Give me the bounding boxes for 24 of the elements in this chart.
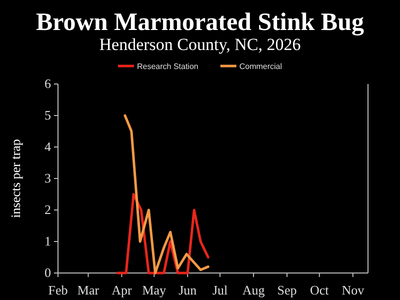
x-tick-label: Aug (242, 282, 266, 298)
y-tick-label: 0 (44, 265, 51, 280)
legend-label: Commercial (239, 62, 282, 71)
x-tick-label: Apr (112, 282, 133, 298)
y-axis-title: insects per trap (8, 139, 23, 218)
y-tick-label: 4 (44, 139, 52, 154)
x-tick-label: Jun (178, 282, 198, 298)
x-tick-label: Oct (310, 282, 330, 298)
y-tick-label: 2 (44, 202, 51, 218)
chart-subtitle: Henderson County, NC, 2026 (99, 35, 301, 54)
line-series (124, 114, 210, 274)
x-tick-label: Jul (212, 282, 228, 298)
x-tick-label: May (142, 282, 167, 298)
chart-title: Brown Marmorated Stink Bug (36, 9, 365, 36)
x-tick-label: Sep (277, 282, 297, 298)
line-series (116, 193, 210, 274)
y-tick-label: 3 (44, 170, 51, 186)
y-tick-label: 5 (44, 108, 51, 123)
x-tick-label: Feb (48, 282, 68, 298)
y-tick-label: 1 (44, 234, 51, 249)
legend-label: Research Station (136, 62, 198, 71)
x-tick-label: Mar (77, 282, 100, 298)
x-tick-label: Nov (342, 282, 365, 298)
y-tick-label: 6 (44, 76, 52, 92)
